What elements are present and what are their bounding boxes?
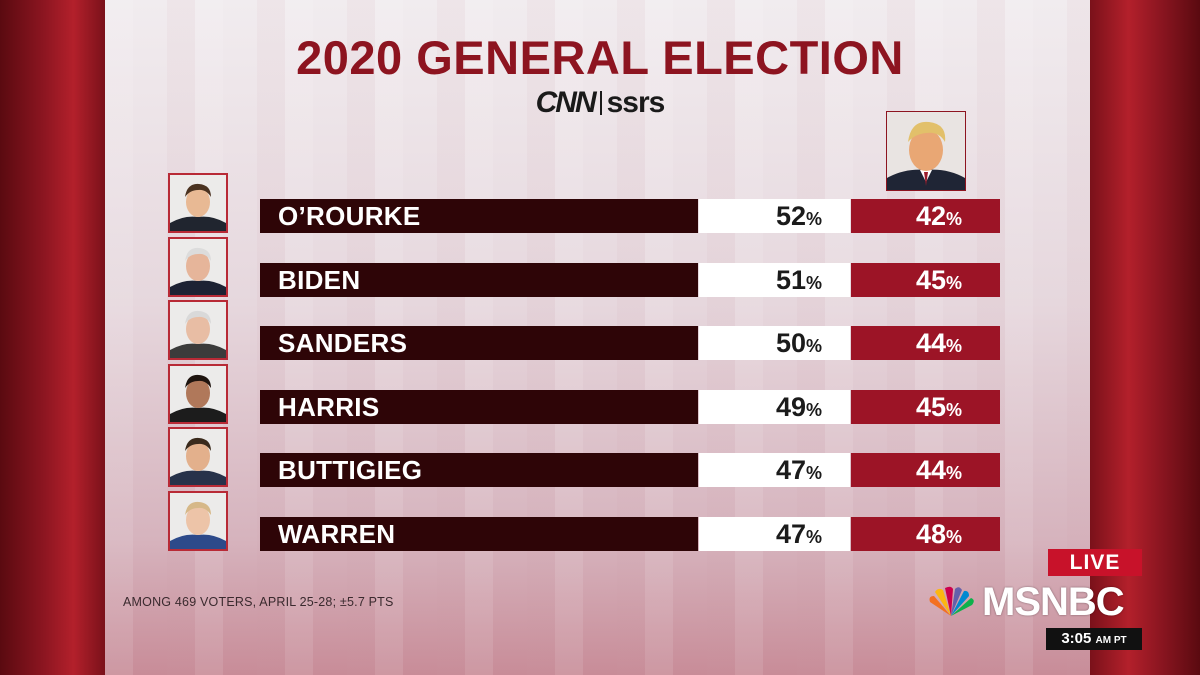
candidate-photo-orourke bbox=[168, 173, 228, 233]
percent-sign: % bbox=[945, 463, 962, 483]
background-left-stripe bbox=[0, 0, 105, 675]
percent-sign: % bbox=[805, 273, 822, 293]
cnn-logo-text: CNN bbox=[535, 86, 597, 119]
dem-value: 49 bbox=[775, 392, 806, 422]
percent-sign: % bbox=[945, 400, 962, 420]
logo-separator bbox=[599, 91, 602, 115]
rep-value: 48 bbox=[915, 519, 946, 549]
cnn-ssrs-logo: CNN ssrs bbox=[0, 86, 1200, 120]
candidate-photo-sanders bbox=[168, 300, 228, 360]
candidate-photo-warren bbox=[168, 491, 228, 551]
percent-sign: % bbox=[805, 336, 822, 356]
clock-timezone: AM PT bbox=[1095, 635, 1127, 646]
trump-percent-vs-buttigieg: 44% bbox=[851, 453, 1000, 487]
trump-percent-vs-orourke: 42% bbox=[851, 199, 1000, 233]
candidate-name-biden: BIDEN bbox=[260, 263, 698, 297]
candidate-percent-sanders: 50% bbox=[699, 326, 850, 360]
candidate-portrait-icon bbox=[170, 239, 226, 295]
chart-title: 2020 GENERAL ELECTION bbox=[296, 31, 904, 84]
percent-sign: % bbox=[945, 336, 962, 356]
dem-value: 50 bbox=[775, 328, 806, 358]
percent-sign: % bbox=[945, 527, 962, 547]
candidate-percent-buttigieg: 47% bbox=[699, 453, 850, 487]
ssrs-logo-text: ssrs bbox=[606, 86, 666, 119]
candidate-name-buttigieg: BUTTIGIEG bbox=[260, 453, 698, 487]
candidate-portrait-icon bbox=[170, 493, 226, 549]
candidate-photo-buttigieg bbox=[168, 427, 228, 487]
rep-value: 44 bbox=[915, 455, 946, 485]
dem-value: 47 bbox=[775, 519, 806, 549]
rep-value: 45 bbox=[915, 392, 946, 422]
rep-value: 45 bbox=[915, 265, 946, 295]
candidate-photo-biden bbox=[168, 237, 228, 297]
candidate-name-sanders: SANDERS bbox=[260, 326, 698, 360]
percent-sign: % bbox=[945, 273, 962, 293]
candidate-photo-harris bbox=[168, 364, 228, 424]
trump-percent-vs-biden: 45% bbox=[851, 263, 1000, 297]
percent-sign: % bbox=[805, 400, 822, 420]
rep-value: 44 bbox=[915, 328, 946, 358]
candidate-percent-harris: 49% bbox=[699, 390, 850, 424]
dem-value: 52 bbox=[775, 201, 806, 231]
trump-percent-vs-harris: 45% bbox=[851, 390, 1000, 424]
live-badge: LIVE bbox=[1048, 549, 1142, 576]
candidate-percent-orourke: 52% bbox=[699, 199, 850, 233]
time-clock: 3:05 AM PT bbox=[1046, 628, 1142, 650]
trump-percent-vs-warren: 48% bbox=[851, 517, 1000, 551]
trump-portrait-icon bbox=[887, 112, 965, 190]
dem-value: 51 bbox=[775, 265, 806, 295]
candidate-portrait-icon bbox=[170, 429, 226, 485]
candidate-portrait-icon bbox=[170, 175, 226, 231]
candidate-name-warren: WARREN bbox=[260, 517, 698, 551]
percent-sign: % bbox=[945, 209, 962, 229]
percent-sign: % bbox=[805, 463, 822, 483]
msnbc-logo: MSNBC bbox=[926, 579, 1125, 624]
trump-percent-vs-sanders: 44% bbox=[851, 326, 1000, 360]
candidate-name-orourke: O’ROURKE bbox=[260, 199, 698, 233]
candidate-name-harris: HARRIS bbox=[260, 390, 698, 424]
rep-value: 42 bbox=[915, 201, 946, 231]
clock-time: 3:05 bbox=[1061, 630, 1092, 647]
trump-photo bbox=[886, 111, 966, 191]
candidate-percent-biden: 51% bbox=[699, 263, 850, 297]
candidate-portrait-icon bbox=[170, 302, 226, 358]
candidate-percent-warren: 47% bbox=[699, 517, 850, 551]
footnote: AMONG 469 VOTERS, APRIL 25-28; ±5.7 PTS bbox=[123, 595, 394, 609]
peacock-icon bbox=[929, 586, 974, 616]
msnbc-logo-text: MSNBC bbox=[982, 579, 1125, 624]
percent-sign: % bbox=[805, 209, 822, 229]
dem-value: 47 bbox=[775, 455, 806, 485]
candidate-portrait-icon bbox=[170, 366, 226, 422]
percent-sign: % bbox=[805, 527, 822, 547]
